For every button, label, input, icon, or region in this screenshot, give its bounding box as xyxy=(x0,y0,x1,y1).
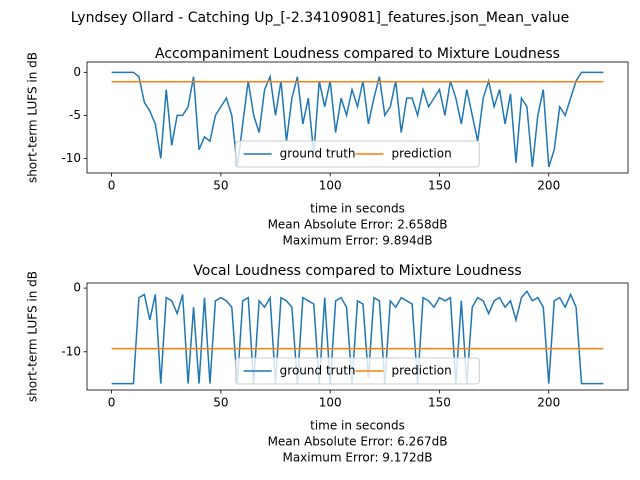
legend-label: prediction xyxy=(392,364,452,378)
axes-title: Vocal Loudness compared to Mixture Loudn… xyxy=(193,263,521,279)
y-tick-label: -5 xyxy=(69,108,81,122)
x-tick-label: 0 xyxy=(108,396,116,410)
axes-frame xyxy=(86,282,629,391)
x-tick-label: 100 xyxy=(319,396,342,410)
legend-label: ground truth xyxy=(280,147,356,161)
x-tick-label: 50 xyxy=(213,179,228,193)
x-tick-label: 200 xyxy=(537,179,560,193)
x-tick-label: 50 xyxy=(213,396,228,410)
x-tick-label: 100 xyxy=(319,179,342,193)
legend-label: prediction xyxy=(392,147,452,161)
y-tick-label: 0 xyxy=(73,281,81,295)
series-line xyxy=(111,289,604,385)
x-tick-label: 0 xyxy=(108,179,116,193)
figure-title: Lyndsey Ollard - Catching Up_[-2.3410908… xyxy=(71,10,569,26)
x-axis-label: time in seconds xyxy=(310,419,405,433)
y-axis-label: short-term LUFS in dB xyxy=(26,52,40,183)
y-tick-label: -10 xyxy=(61,344,81,358)
y-tick-label: 0 xyxy=(73,65,81,79)
axes-frame xyxy=(86,61,629,174)
x-tick-label: 150 xyxy=(428,396,451,410)
legend: ground truth prediction xyxy=(235,140,480,168)
y-tick-label: -10 xyxy=(61,151,81,165)
axes-title: Accompaniment Loudness compared to Mixtu… xyxy=(155,46,560,62)
annotation: Maximum Error: 9.894dB xyxy=(282,234,432,248)
annotation: Mean Absolute Error: 6.267dB xyxy=(268,435,448,449)
y-axis-label: short-term LUFS in dB xyxy=(26,271,40,402)
legend-label: ground truth xyxy=(280,364,356,378)
annotation: Maximum Error: 9.172dB xyxy=(282,451,432,465)
x-tick-label: 200 xyxy=(537,396,560,410)
legend: ground truth prediction xyxy=(235,357,480,385)
x-axis-label: time in seconds xyxy=(310,202,405,216)
annotation: Mean Absolute Error: 2.658dB xyxy=(268,218,448,232)
x-tick-label: 150 xyxy=(428,179,451,193)
series-line xyxy=(111,71,604,168)
